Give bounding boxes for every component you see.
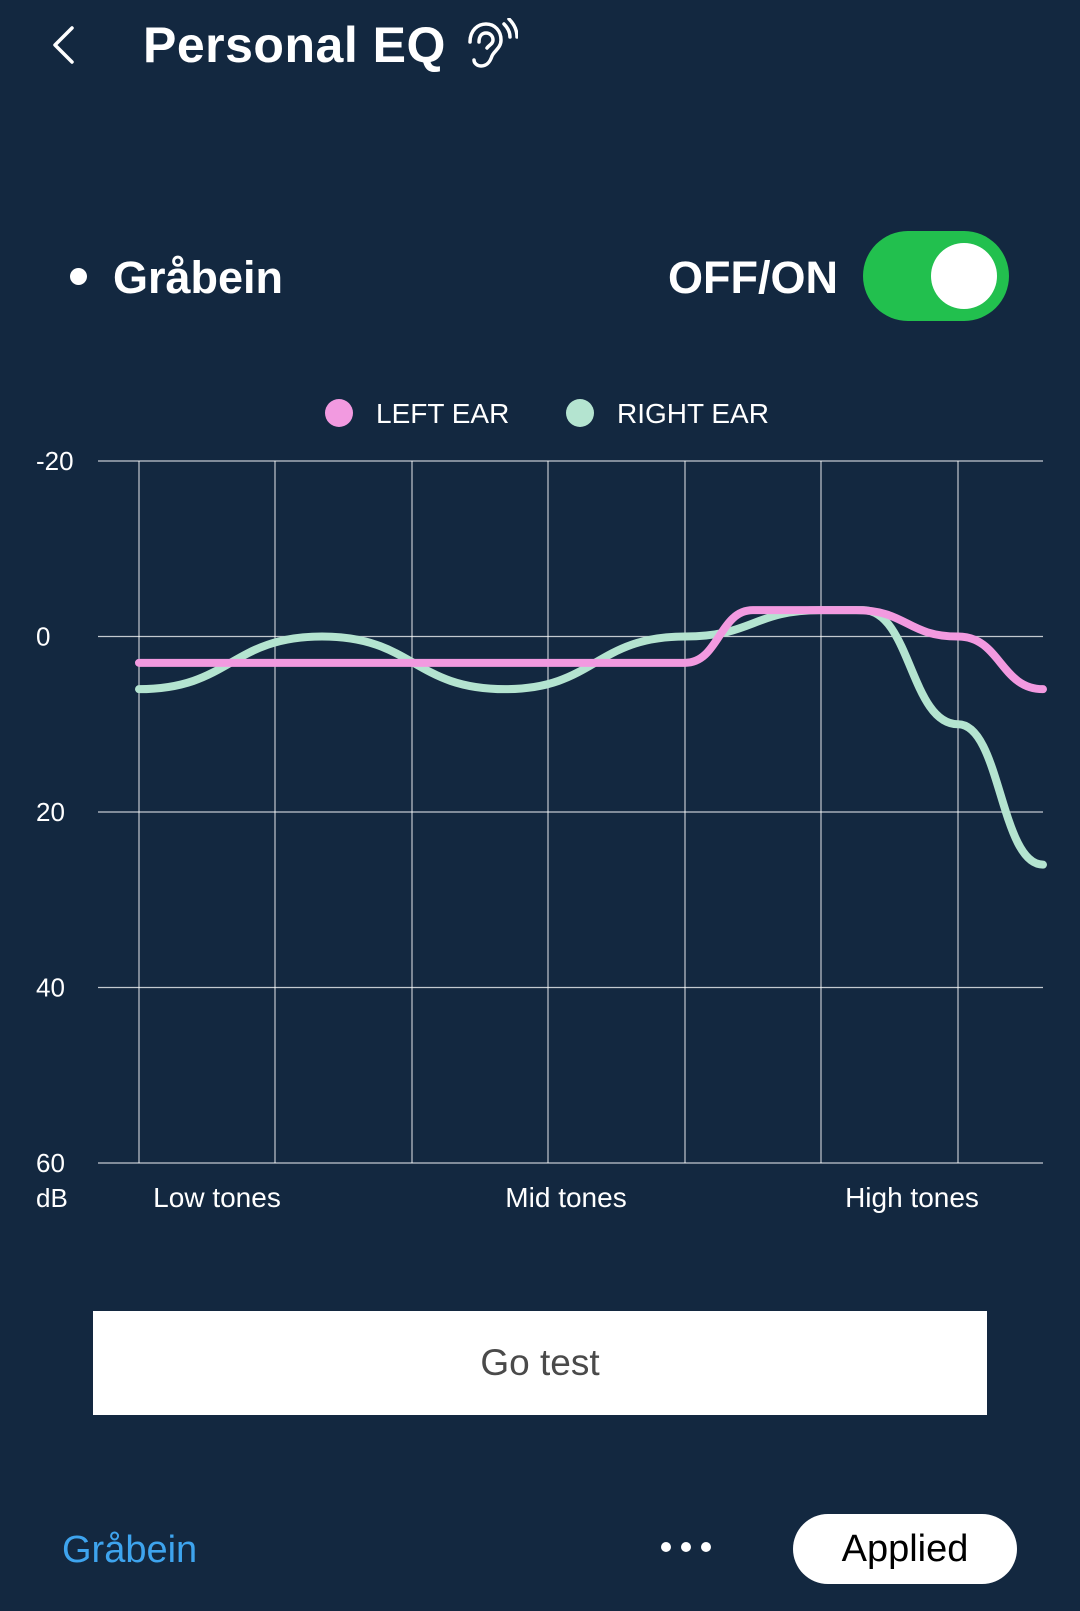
legend-label: RIGHT EAR: [617, 398, 769, 429]
y-tick-label: 40: [36, 973, 65, 1003]
legend-label: LEFT EAR: [376, 398, 509, 429]
toggle-label: OFF/ON: [668, 252, 838, 303]
x-tick-label: Mid tones: [505, 1182, 626, 1213]
x-tick-label: High tones: [845, 1182, 979, 1213]
go-test-button[interactable]: Go test: [93, 1311, 987, 1415]
y-tick-label: 0: [36, 622, 50, 652]
legend-swatch: [566, 399, 594, 427]
y-tick-label: 20: [36, 797, 65, 827]
back-button[interactable]: [40, 20, 90, 70]
profile-name: Gråbein: [113, 252, 284, 303]
right-ear-line: [135, 606, 1047, 869]
more-horizontal-icon[interactable]: [658, 1535, 714, 1559]
more-dots-graphic: [661, 1542, 711, 1552]
profile-bullet: [70, 268, 87, 285]
ear-icon-graphic: [468, 17, 519, 68]
page-title: Personal EQ: [143, 17, 446, 73]
legend-swatch: [325, 399, 353, 427]
y-unit-label: dB: [36, 1183, 68, 1213]
eq-chart: -20 0 20 40 60 dB Low tones Mid tones High tones…: [36, 398, 1047, 1213]
left-ear-line: [135, 606, 1047, 694]
x-tick-label: Low tones: [153, 1182, 281, 1213]
chevron-left-icon: [53, 26, 74, 64]
toggle-knob: [931, 243, 997, 309]
ear-hearing-icon[interactable]: [462, 17, 519, 74]
applied-button[interactable]: Applied: [793, 1514, 1017, 1584]
eq-toggle-switch[interactable]: [863, 231, 1009, 321]
y-tick-label: 60: [36, 1148, 65, 1178]
footer-profile-name[interactable]: Gråbein: [62, 1529, 198, 1571]
y-tick-label: -20: [36, 446, 74, 476]
